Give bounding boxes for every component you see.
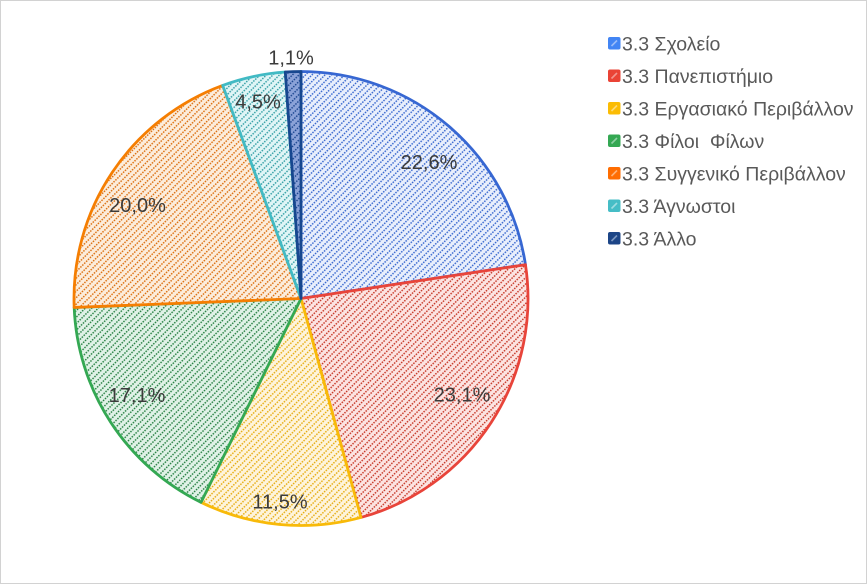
svg-text:3.3 Σχολείο: 3.3 Σχολείο xyxy=(622,34,721,56)
svg-text:3.3 Άγνωστοι: 3.3 Άγνωστοι xyxy=(622,196,735,218)
svg-text:1,1%: 1,1% xyxy=(268,47,314,69)
svg-text:3.3 Πανεπιστήμιο: 3.3 Πανεπιστήμιο xyxy=(622,66,773,88)
svg-text:17,1%: 17,1% xyxy=(109,385,166,407)
svg-text:22,6%: 22,6% xyxy=(401,152,458,174)
svg-text:3.3 Άλλο: 3.3 Άλλο xyxy=(622,229,697,251)
svg-text:11,5%: 11,5% xyxy=(252,492,307,514)
svg-text:4,5%: 4,5% xyxy=(235,92,281,114)
svg-text:3.3 Εργασιακό Περιβάλλον: 3.3 Εργασιακό Περιβάλλον xyxy=(622,99,854,121)
svg-text:20,0%: 20,0% xyxy=(109,195,166,217)
svg-text:3.3 Συγγενικό Περιβάλλον: 3.3 Συγγενικό Περιβάλλον xyxy=(622,164,846,186)
svg-text:3.3 Φίλοι Φίλων: 3.3 Φίλοι Φίλων xyxy=(622,131,764,153)
svg-text:23,1%: 23,1% xyxy=(434,384,491,406)
